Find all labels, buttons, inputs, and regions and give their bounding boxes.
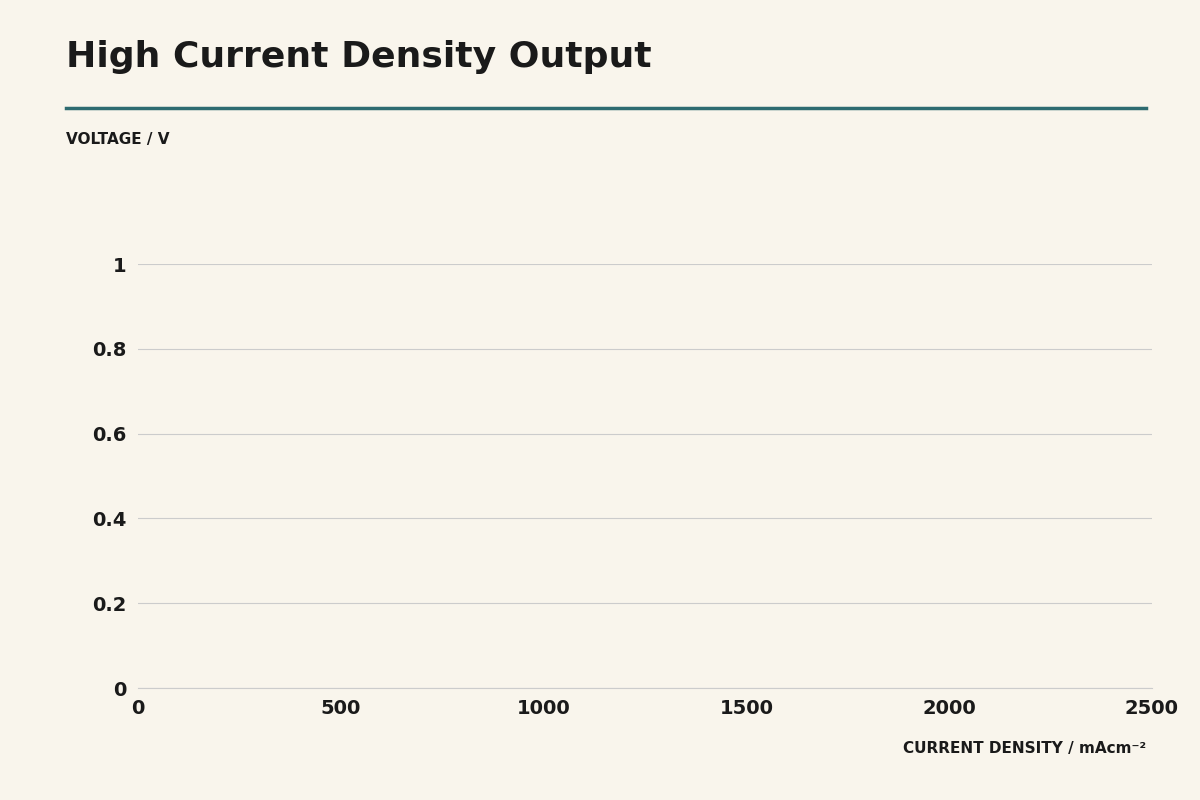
Text: High Current Density Output: High Current Density Output	[66, 40, 652, 74]
Text: VOLTAGE / V: VOLTAGE / V	[66, 132, 169, 147]
Text: CURRENT DENSITY / mAcm⁻²: CURRENT DENSITY / mAcm⁻²	[902, 741, 1146, 756]
